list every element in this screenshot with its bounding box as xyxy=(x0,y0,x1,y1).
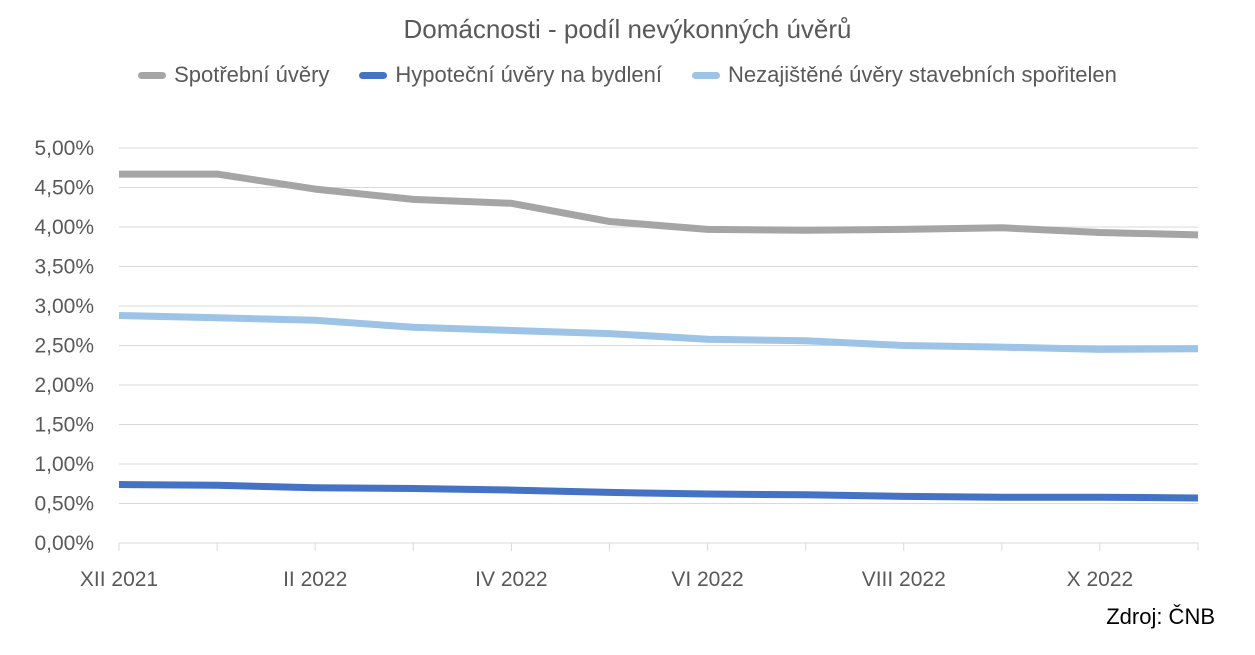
legend-label-building-savings: Nezajištěné úvěry stavebních spořitelen xyxy=(728,62,1117,87)
y-tick-label: 1,00% xyxy=(34,453,94,476)
legend-swatch-building-savings xyxy=(692,71,721,79)
series-line-2 xyxy=(118,312,1199,353)
y-tick-label: 4,50% xyxy=(34,177,94,200)
legend-swatch-mortgage xyxy=(359,71,388,79)
x-axis xyxy=(118,542,1199,551)
y-tick-label: 0,50% xyxy=(34,493,94,516)
y-tick-label: 3,50% xyxy=(34,256,94,279)
y-tick-label: 4,00% xyxy=(34,216,94,239)
legend: Spotřební úvěry Hypoteční úvěry na bydle… xyxy=(0,62,1255,88)
y-tick-label: 2,00% xyxy=(34,374,94,397)
x-tick-label: XII 2021 xyxy=(80,568,158,591)
legend-label-mortgage: Hypoteční úvěry na bydlení xyxy=(395,62,663,87)
y-axis-tick-labels: 0,00% 0,50% 1,00% 1,50% 2,00% 2,50% 3,00% 3,50%… xyxy=(34,137,94,555)
series-line-0 xyxy=(119,170,1199,239)
chart-title: Domácnosti - podíl nevýkonných úvěrů xyxy=(403,14,852,44)
y-tick-label: 2,50% xyxy=(34,335,94,358)
series-lines xyxy=(118,170,1199,502)
x-tick-label: X 2022 xyxy=(1067,568,1134,591)
y-tick-label: 5,00% xyxy=(34,137,94,160)
y-tick-label: 3,00% xyxy=(34,295,94,318)
y-tick-label: 0,00% xyxy=(34,532,94,555)
x-tick-label: VI 2022 xyxy=(671,568,743,591)
legend-item-mortgage: Hypoteční úvěry na bydlení xyxy=(359,62,662,88)
x-tick-label: II 2022 xyxy=(283,568,347,591)
legend-swatch-consumer xyxy=(138,71,167,79)
legend-label-consumer: Spotřební úvěry xyxy=(174,62,330,87)
y-tick-label: 1,50% xyxy=(34,414,94,437)
x-tick-label: IV 2022 xyxy=(475,568,547,591)
source-note: Zdroj: ČNB xyxy=(1106,604,1215,629)
gridlines xyxy=(119,147,1198,504)
series-line-1 xyxy=(118,481,1199,502)
x-tick-label: VIII 2022 xyxy=(862,568,946,591)
legend-item-consumer: Spotřební úvěry xyxy=(138,62,329,88)
x-axis-tick-labels: XII 2021 II 2022 IV 2022 VI 2022 VIII 2022 X … xyxy=(80,568,1133,591)
legend-item-building-savings: Nezajištěné úvěry stavebních spořitelen xyxy=(692,62,1117,88)
